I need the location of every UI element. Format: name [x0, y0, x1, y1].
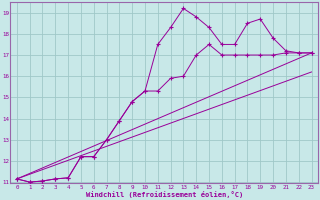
X-axis label: Windchill (Refroidissement éolien,°C): Windchill (Refroidissement éolien,°C) — [85, 191, 243, 198]
